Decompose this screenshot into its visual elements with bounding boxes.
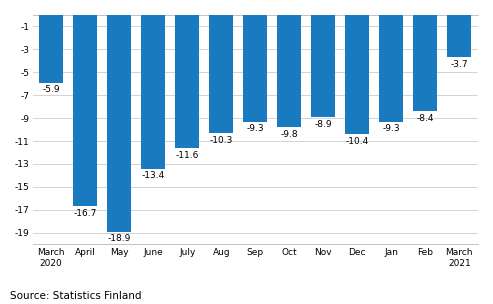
Text: -10.3: -10.3 xyxy=(210,136,233,145)
Bar xyxy=(414,15,437,111)
Text: -18.9: -18.9 xyxy=(107,234,131,244)
Text: -5.9: -5.9 xyxy=(42,85,60,95)
Bar xyxy=(278,15,301,127)
Text: -8.4: -8.4 xyxy=(417,114,434,123)
Text: -9.8: -9.8 xyxy=(281,130,298,139)
Text: -13.4: -13.4 xyxy=(141,171,165,180)
Bar xyxy=(39,15,63,83)
Text: -9.3: -9.3 xyxy=(246,124,264,133)
Text: -3.7: -3.7 xyxy=(451,60,468,69)
Bar xyxy=(210,15,233,133)
Bar xyxy=(244,15,267,122)
Bar xyxy=(107,15,131,232)
Text: -10.4: -10.4 xyxy=(346,137,369,146)
Bar xyxy=(380,15,403,122)
Text: -16.7: -16.7 xyxy=(73,209,97,218)
Bar xyxy=(141,15,165,168)
Bar xyxy=(176,15,199,148)
Text: -9.3: -9.3 xyxy=(383,124,400,133)
Bar xyxy=(447,15,471,57)
Text: -11.6: -11.6 xyxy=(176,151,199,160)
Text: -8.9: -8.9 xyxy=(315,120,332,129)
Text: Source: Statistics Finland: Source: Statistics Finland xyxy=(10,291,141,301)
Bar xyxy=(346,15,369,134)
Bar xyxy=(73,15,97,206)
Bar xyxy=(312,15,335,117)
